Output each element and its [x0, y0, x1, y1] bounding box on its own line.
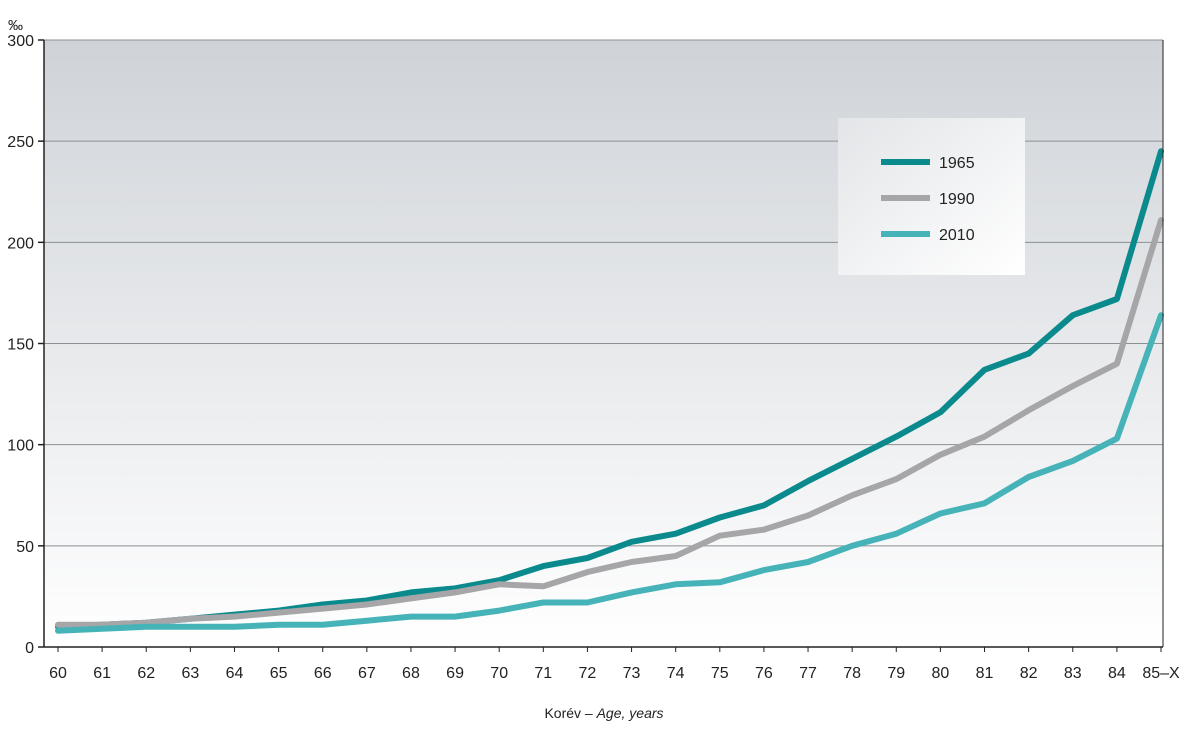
x-tick-label: 84 — [1108, 665, 1126, 682]
x-tick-label: 85–X — [1142, 665, 1180, 682]
x-tick-label: 80 — [932, 665, 950, 682]
x-tick-label: 76 — [755, 665, 773, 682]
legend-label-1990: 1990 — [939, 191, 975, 208]
x-ticks: 60 61 62 63 64 65 66 67 68 69 70 71 72 73 74 75 76 77 78 79… — [49, 647, 1180, 682]
series-line-2010 — [55, 312, 1164, 634]
x-tick-label: 70 — [490, 665, 508, 682]
legend-label-1965: 1965 — [939, 155, 975, 172]
x-tick-label: 81 — [976, 665, 994, 682]
x-tick-label: 66 — [314, 665, 332, 682]
x-tick-label: 82 — [1020, 665, 1038, 682]
x-tick-label: 67 — [358, 665, 376, 682]
x-tick-label: 71 — [534, 665, 552, 682]
legend: 1965 1990 2010 — [838, 118, 1025, 275]
legend-box — [838, 118, 1025, 275]
y-tick-label: 0 — [25, 640, 34, 657]
legend-entries: 1965 1990 2010 — [881, 155, 975, 244]
x-tick-label: 72 — [579, 665, 597, 682]
x-axis-title-main: Korév – — [544, 705, 596, 721]
x-tick-label: 64 — [226, 665, 244, 682]
legend-label-2010: 2010 — [939, 227, 975, 244]
x-tick-label: 77 — [799, 665, 817, 682]
x-tick-label: 83 — [1064, 665, 1082, 682]
x-axis-title: Korév – Age, years — [544, 705, 663, 721]
series-line-1990 — [55, 217, 1164, 628]
y-tick-label: 100 — [7, 438, 34, 455]
x-tick-label: 68 — [402, 665, 420, 682]
y-ticks: 0 50 100 150 200 250 300 — [7, 33, 44, 657]
y-tick-label: 50 — [16, 539, 34, 556]
x-tick-label: 73 — [623, 665, 641, 682]
x-tick-label: 78 — [843, 665, 861, 682]
x-tick-label: 63 — [181, 665, 199, 682]
x-tick-label: 79 — [887, 665, 905, 682]
y-tick-label: 300 — [7, 33, 34, 50]
y-tick-label: 150 — [7, 337, 34, 354]
x-tick-label: 74 — [667, 665, 685, 682]
x-tick-label: 61 — [93, 665, 111, 682]
y-unit-label: ‰ — [8, 17, 23, 34]
x-axis-title-italic: Age, years — [596, 705, 664, 721]
y-tick-label: 250 — [7, 134, 34, 151]
x-tick-label: 60 — [49, 665, 67, 682]
x-tick-label: 65 — [270, 665, 288, 682]
x-tick-label: 62 — [137, 665, 155, 682]
series-lines — [55, 148, 1164, 634]
grid-lines — [44, 39, 1163, 547]
x-tick-label: 69 — [446, 665, 464, 682]
y-tick-label: 200 — [7, 235, 34, 252]
x-tick-label: 75 — [711, 665, 729, 682]
